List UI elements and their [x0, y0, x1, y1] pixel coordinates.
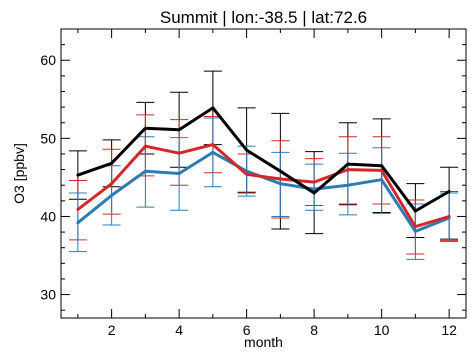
series-line-0 [77, 106, 450, 213]
data-point [380, 168, 384, 172]
data-point [413, 209, 417, 213]
data-point [245, 172, 249, 176]
data-point [110, 161, 114, 165]
data-point [143, 144, 147, 148]
data-point [245, 148, 249, 152]
data-point [346, 183, 350, 187]
y-tick-label: 60 [40, 52, 56, 68]
data-point [312, 187, 316, 191]
data-point [177, 128, 181, 132]
data-point [346, 168, 350, 172]
data-point [380, 164, 384, 168]
series-layer [68, 70, 459, 260]
data-point [380, 178, 384, 182]
data-point [278, 182, 282, 186]
data-point [211, 150, 215, 154]
data-point [312, 191, 316, 195]
y-tick-label: 40 [40, 208, 56, 224]
axes-layer: 2 4 6 8 10 12 30 40 50 60 [40, 28, 466, 338]
data-point [110, 193, 114, 197]
data-point [211, 106, 215, 110]
data-point [447, 214, 451, 218]
x-tick-label: 10 [374, 322, 390, 338]
data-point [76, 207, 80, 211]
x-tick-label: 8 [310, 322, 318, 338]
series-0 [68, 70, 459, 240]
data-point [211, 143, 215, 147]
data-point [143, 169, 147, 173]
x-tick-label: 6 [243, 322, 251, 338]
x-axis-label: month [244, 334, 283, 350]
plot-frame [60, 28, 467, 319]
data-point [413, 225, 417, 229]
error-bar [305, 163, 324, 211]
data-point [413, 229, 417, 233]
data-point [278, 177, 282, 181]
x-tick-label: 12 [441, 322, 457, 338]
data-point [312, 180, 316, 184]
y-axis-label: O3 [ppbv] [11, 143, 27, 204]
chart-title: Summit | lon:-38.5 | lat:72.6 [160, 8, 367, 27]
data-point [110, 182, 114, 186]
x-tick-label: 2 [108, 322, 116, 338]
data-point [447, 189, 451, 193]
y-tick-label: 50 [40, 130, 56, 146]
data-point [143, 126, 147, 130]
y-tick-label: 30 [40, 287, 56, 303]
data-point [76, 221, 80, 225]
data-point [346, 162, 350, 166]
data-point [177, 151, 181, 155]
data-point [76, 173, 80, 177]
data-point [278, 169, 282, 173]
x-tick-label: 4 [175, 322, 183, 338]
series-line-1 [76, 143, 450, 229]
data-point [177, 172, 181, 175]
